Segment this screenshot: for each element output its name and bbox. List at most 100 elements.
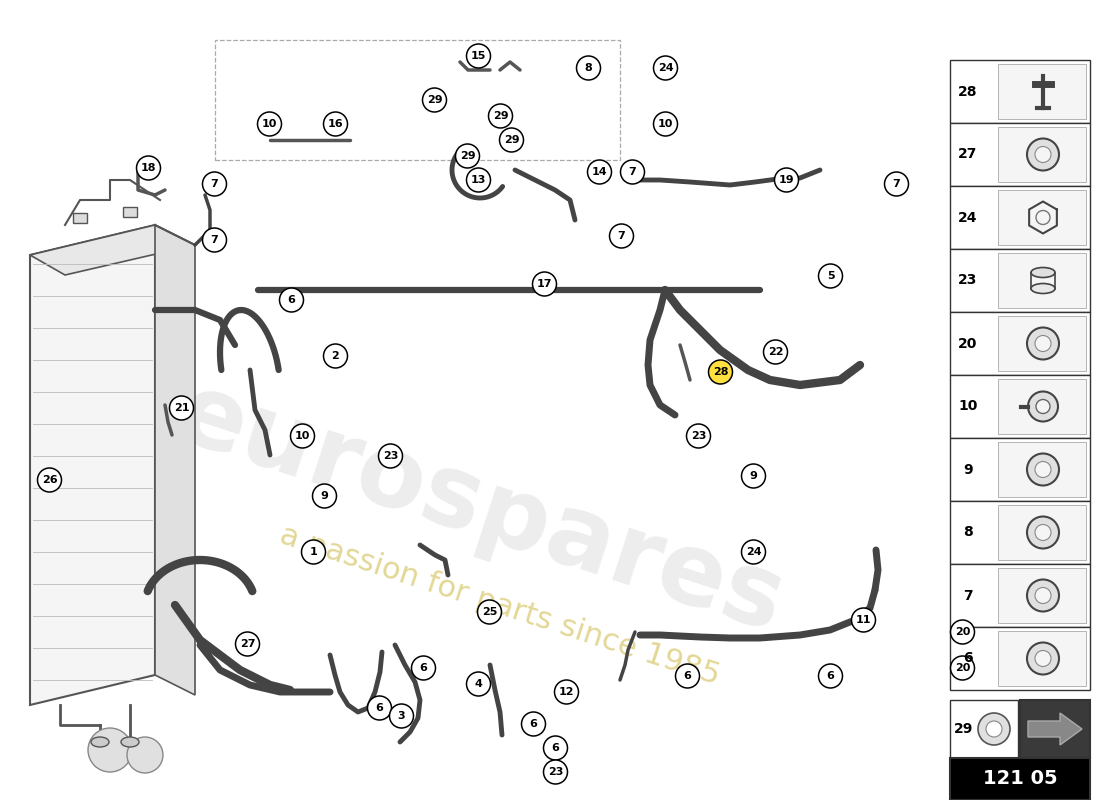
Text: 21: 21 xyxy=(174,403,189,413)
Circle shape xyxy=(1035,650,1050,666)
Text: 8: 8 xyxy=(964,526,972,539)
Text: 29: 29 xyxy=(955,722,974,736)
Circle shape xyxy=(312,484,337,508)
Text: 8: 8 xyxy=(584,63,593,73)
Circle shape xyxy=(1035,525,1050,541)
FancyBboxPatch shape xyxy=(998,379,1086,434)
Circle shape xyxy=(1027,579,1059,611)
Text: 20: 20 xyxy=(955,663,970,673)
Circle shape xyxy=(301,540,326,564)
Text: 4: 4 xyxy=(474,679,483,689)
FancyBboxPatch shape xyxy=(998,127,1086,182)
Circle shape xyxy=(978,713,1010,745)
Circle shape xyxy=(741,464,766,488)
Circle shape xyxy=(1027,454,1059,486)
Text: eurospares: eurospares xyxy=(164,366,795,654)
Circle shape xyxy=(1027,327,1059,359)
Text: 14: 14 xyxy=(592,167,607,177)
Circle shape xyxy=(587,160,612,184)
Text: 29: 29 xyxy=(493,111,508,121)
FancyBboxPatch shape xyxy=(950,438,1090,501)
Text: 24: 24 xyxy=(746,547,761,557)
FancyBboxPatch shape xyxy=(73,213,87,223)
Circle shape xyxy=(466,168,491,192)
Circle shape xyxy=(378,444,403,468)
Text: 28: 28 xyxy=(958,85,978,98)
FancyBboxPatch shape xyxy=(950,123,1090,186)
Circle shape xyxy=(851,608,876,632)
FancyBboxPatch shape xyxy=(950,627,1090,690)
Polygon shape xyxy=(30,225,155,705)
Circle shape xyxy=(88,728,132,772)
Text: 29: 29 xyxy=(504,135,519,145)
Circle shape xyxy=(708,360,733,384)
Circle shape xyxy=(774,168,799,192)
Circle shape xyxy=(1035,146,1050,162)
Text: 20: 20 xyxy=(955,627,970,637)
FancyBboxPatch shape xyxy=(950,501,1090,564)
Circle shape xyxy=(202,172,227,196)
Circle shape xyxy=(169,396,194,420)
FancyBboxPatch shape xyxy=(998,505,1086,560)
Text: 16: 16 xyxy=(328,119,343,129)
Circle shape xyxy=(126,737,163,773)
Text: 121 05: 121 05 xyxy=(982,770,1057,789)
Text: a passion for parts since 1985: a passion for parts since 1985 xyxy=(276,520,724,690)
Text: 27: 27 xyxy=(958,147,978,162)
FancyBboxPatch shape xyxy=(998,64,1086,119)
Text: 9: 9 xyxy=(749,471,758,481)
FancyBboxPatch shape xyxy=(950,375,1090,438)
Text: 10: 10 xyxy=(295,431,310,441)
Text: 7: 7 xyxy=(892,179,901,189)
Text: 24: 24 xyxy=(658,63,673,73)
Ellipse shape xyxy=(91,737,109,747)
Text: 6: 6 xyxy=(964,651,972,666)
Circle shape xyxy=(741,540,766,564)
Circle shape xyxy=(466,44,491,68)
Circle shape xyxy=(763,340,788,364)
Circle shape xyxy=(653,112,678,136)
Circle shape xyxy=(1036,399,1050,414)
Circle shape xyxy=(499,128,524,152)
FancyBboxPatch shape xyxy=(950,312,1090,375)
Circle shape xyxy=(1027,517,1059,549)
Circle shape xyxy=(323,344,348,368)
Text: 26: 26 xyxy=(42,475,57,485)
Text: 22: 22 xyxy=(768,347,783,357)
Ellipse shape xyxy=(1031,267,1055,278)
Text: 12: 12 xyxy=(559,687,574,697)
Text: 6: 6 xyxy=(529,719,538,729)
Circle shape xyxy=(235,632,260,656)
Circle shape xyxy=(422,88,447,112)
Text: 6: 6 xyxy=(375,703,384,713)
Text: 23: 23 xyxy=(548,767,563,777)
Circle shape xyxy=(257,112,282,136)
Circle shape xyxy=(290,424,315,448)
Text: 10: 10 xyxy=(958,399,978,414)
FancyBboxPatch shape xyxy=(950,758,1090,800)
FancyBboxPatch shape xyxy=(950,60,1090,123)
Circle shape xyxy=(136,156,161,180)
FancyBboxPatch shape xyxy=(998,442,1086,497)
Polygon shape xyxy=(30,225,195,275)
Text: 10: 10 xyxy=(658,119,673,129)
Ellipse shape xyxy=(121,737,139,747)
FancyBboxPatch shape xyxy=(998,253,1086,308)
Text: 1: 1 xyxy=(309,547,318,557)
Circle shape xyxy=(620,160,645,184)
Text: 19: 19 xyxy=(779,175,794,185)
Circle shape xyxy=(686,424,711,448)
Circle shape xyxy=(1027,642,1059,674)
Circle shape xyxy=(477,600,502,624)
Circle shape xyxy=(986,721,1002,737)
Text: 7: 7 xyxy=(617,231,626,241)
Circle shape xyxy=(1036,210,1050,225)
Text: 10: 10 xyxy=(262,119,277,129)
Text: 6: 6 xyxy=(826,671,835,681)
Text: 29: 29 xyxy=(427,95,442,105)
Text: 29: 29 xyxy=(460,151,475,161)
Circle shape xyxy=(1035,335,1050,351)
Text: 18: 18 xyxy=(141,163,156,173)
Circle shape xyxy=(543,760,568,784)
FancyBboxPatch shape xyxy=(998,316,1086,371)
